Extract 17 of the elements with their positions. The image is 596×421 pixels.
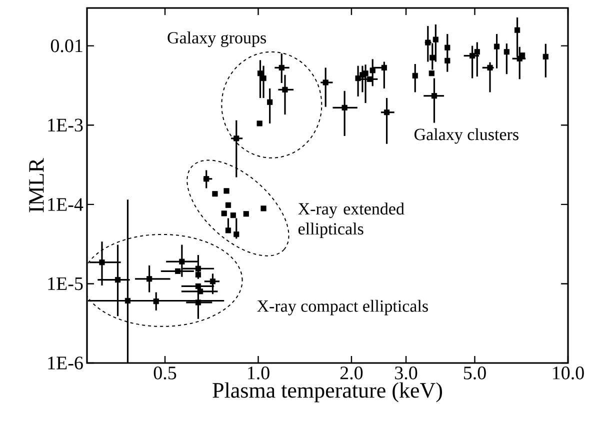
x-tick-label: 0.5 <box>154 366 176 380</box>
y-tick-label: 1E-6 <box>48 356 83 370</box>
annotation: Galaxy groups <box>168 32 266 48</box>
y-tick-label: 1E-3 <box>48 118 83 132</box>
y-tick-label: 0.01 <box>50 39 82 52</box>
x-tick-label: 2.0 <box>340 366 363 380</box>
x-axis-title: Plasma temperature (keV) <box>212 382 442 402</box>
y-axis-title: IMLR <box>29 158 44 212</box>
y-tick-label: 1E-5 <box>48 277 83 290</box>
annotation: X-ray compact ellipticals <box>257 300 428 316</box>
annotation: X-ray extended ellipticals <box>298 202 404 238</box>
x-tick-label: 10.0 <box>553 366 584 380</box>
annotation: Galaxy clusters <box>414 128 518 144</box>
x-tick-label: 5.0 <box>464 366 486 380</box>
x-tick-label: 3.0 <box>395 366 418 380</box>
y-tick-label: 1E-4 <box>48 198 84 211</box>
x-tick-label: 1.0 <box>248 366 270 380</box>
